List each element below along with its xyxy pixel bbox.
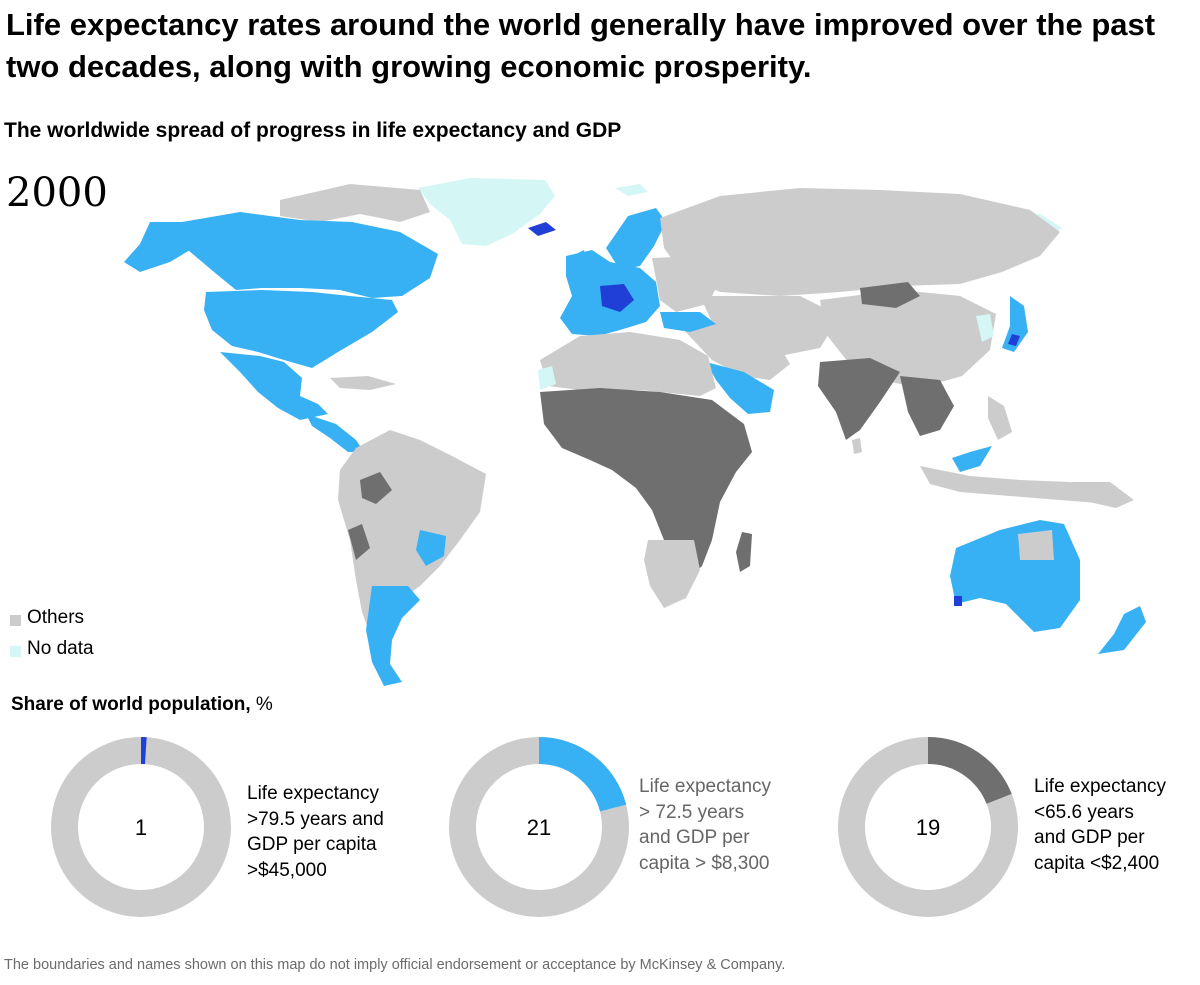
legend-label-no-data: No data	[27, 637, 94, 659]
footnote: The boundaries and names shown on this m…	[4, 957, 786, 973]
region-japan	[1002, 296, 1028, 352]
region-brazil-east	[416, 530, 446, 566]
subtitle: The worldwide spread of progress in life…	[4, 119, 622, 142]
donut-label-line: and GDP per	[1034, 827, 1145, 848]
donut-label-line: >79.5 years and	[247, 808, 384, 830]
region-south-america-cone	[366, 586, 420, 686]
map-legend: Others No data	[10, 602, 94, 664]
region-australia	[950, 520, 1080, 632]
region-greenland	[418, 178, 555, 246]
donut-arc-upper	[538, 737, 627, 812]
donut-label-line: capita > $8,300	[639, 852, 770, 874]
region-caribbean	[330, 376, 396, 390]
region-turkey	[660, 312, 716, 332]
donut-label-line: and GDP per	[639, 827, 750, 848]
region-usa	[204, 290, 398, 368]
region-arabian-peninsula	[706, 362, 774, 414]
donut-label-line: Life expectancy	[247, 783, 380, 804]
region-korea	[976, 314, 994, 342]
region-mexico	[220, 352, 328, 420]
donut-chart-lowest: 19	[838, 737, 1018, 917]
region-png	[1072, 482, 1134, 508]
region-western-sahara	[538, 366, 556, 390]
headline: Life expectancy rates around the world g…	[6, 7, 1156, 84]
region-russia	[660, 188, 1060, 296]
donut-label-line: Life expectancy	[639, 776, 772, 797]
region-southern-africa	[644, 540, 700, 608]
donut-value-lowest: 19	[916, 815, 940, 840]
region-south-asia	[818, 358, 900, 440]
region-middle-east	[680, 322, 790, 380]
region-japan-high	[1008, 334, 1020, 346]
donut-value-upper: 21	[527, 815, 551, 840]
region-north-africa	[540, 332, 716, 396]
region-central-europe-high	[600, 284, 634, 312]
region-madagascar	[736, 532, 752, 572]
region-uk	[568, 250, 588, 282]
region-central-asia	[700, 296, 840, 356]
donut-chart-upper: 21	[449, 737, 629, 917]
region-sri-lanka	[852, 438, 862, 454]
donut-chart-highest: 1	[51, 737, 231, 917]
region-southeast-asia	[900, 376, 954, 436]
region-philippines	[988, 396, 1012, 440]
legend-swatch-no-data	[10, 645, 21, 657]
donut-label-upper: Life expectancy > 72.5 years and GDP per…	[639, 774, 771, 876]
share-title: Share of world population, %	[11, 692, 273, 718]
legend-item-no-data: No data	[10, 633, 94, 664]
region-australia-interior	[1018, 530, 1054, 560]
region-amazon-dark	[360, 472, 392, 504]
region-indonesia	[920, 466, 1120, 504]
legend-item-others: Others	[10, 602, 94, 633]
donut-label-line: GDP per capita	[247, 834, 377, 855]
region-svalbard	[615, 184, 648, 196]
region-new-zealand	[1098, 606, 1146, 654]
legend-swatch-others	[10, 614, 21, 626]
region-canadian-arctic	[280, 184, 430, 222]
donut-label-line: > 72.5 years	[639, 801, 745, 823]
region-australia-high	[954, 596, 962, 606]
donut-label-line: <65.6 years	[1034, 801, 1134, 823]
donut-value-highest: 1	[135, 815, 147, 840]
region-alaska	[124, 222, 190, 272]
share-title-unit: %	[255, 694, 273, 715]
donut-label-line: capita <$2,400	[1034, 852, 1160, 874]
legend-label-others: Others	[27, 606, 85, 628]
region-central-america	[306, 414, 364, 452]
donut-label-lowest: Life expectancy <65.6 years and GDP per …	[1034, 774, 1166, 876]
year-label: 2000	[6, 170, 108, 216]
region-scandinavia	[606, 208, 666, 270]
world-map: .r-others { fill: #cccccc; } .r-nodata {…	[124, 178, 1146, 686]
donut-label-highest: Life expectancy >79.5 years and GDP per …	[247, 781, 384, 883]
region-malaysia	[952, 446, 992, 472]
region-mongolia-dark	[860, 282, 920, 308]
region-subsaharan-africa	[540, 388, 752, 580]
donut-label-line: Life expectancy	[1034, 776, 1167, 797]
region-canada	[182, 212, 438, 298]
share-title-text: Share of world population,	[11, 694, 251, 715]
region-iceland	[528, 222, 556, 236]
region-andes-dark	[348, 524, 370, 560]
donut-label-line: >$45,000	[247, 859, 327, 881]
donut-arc-lowest	[927, 737, 1012, 805]
